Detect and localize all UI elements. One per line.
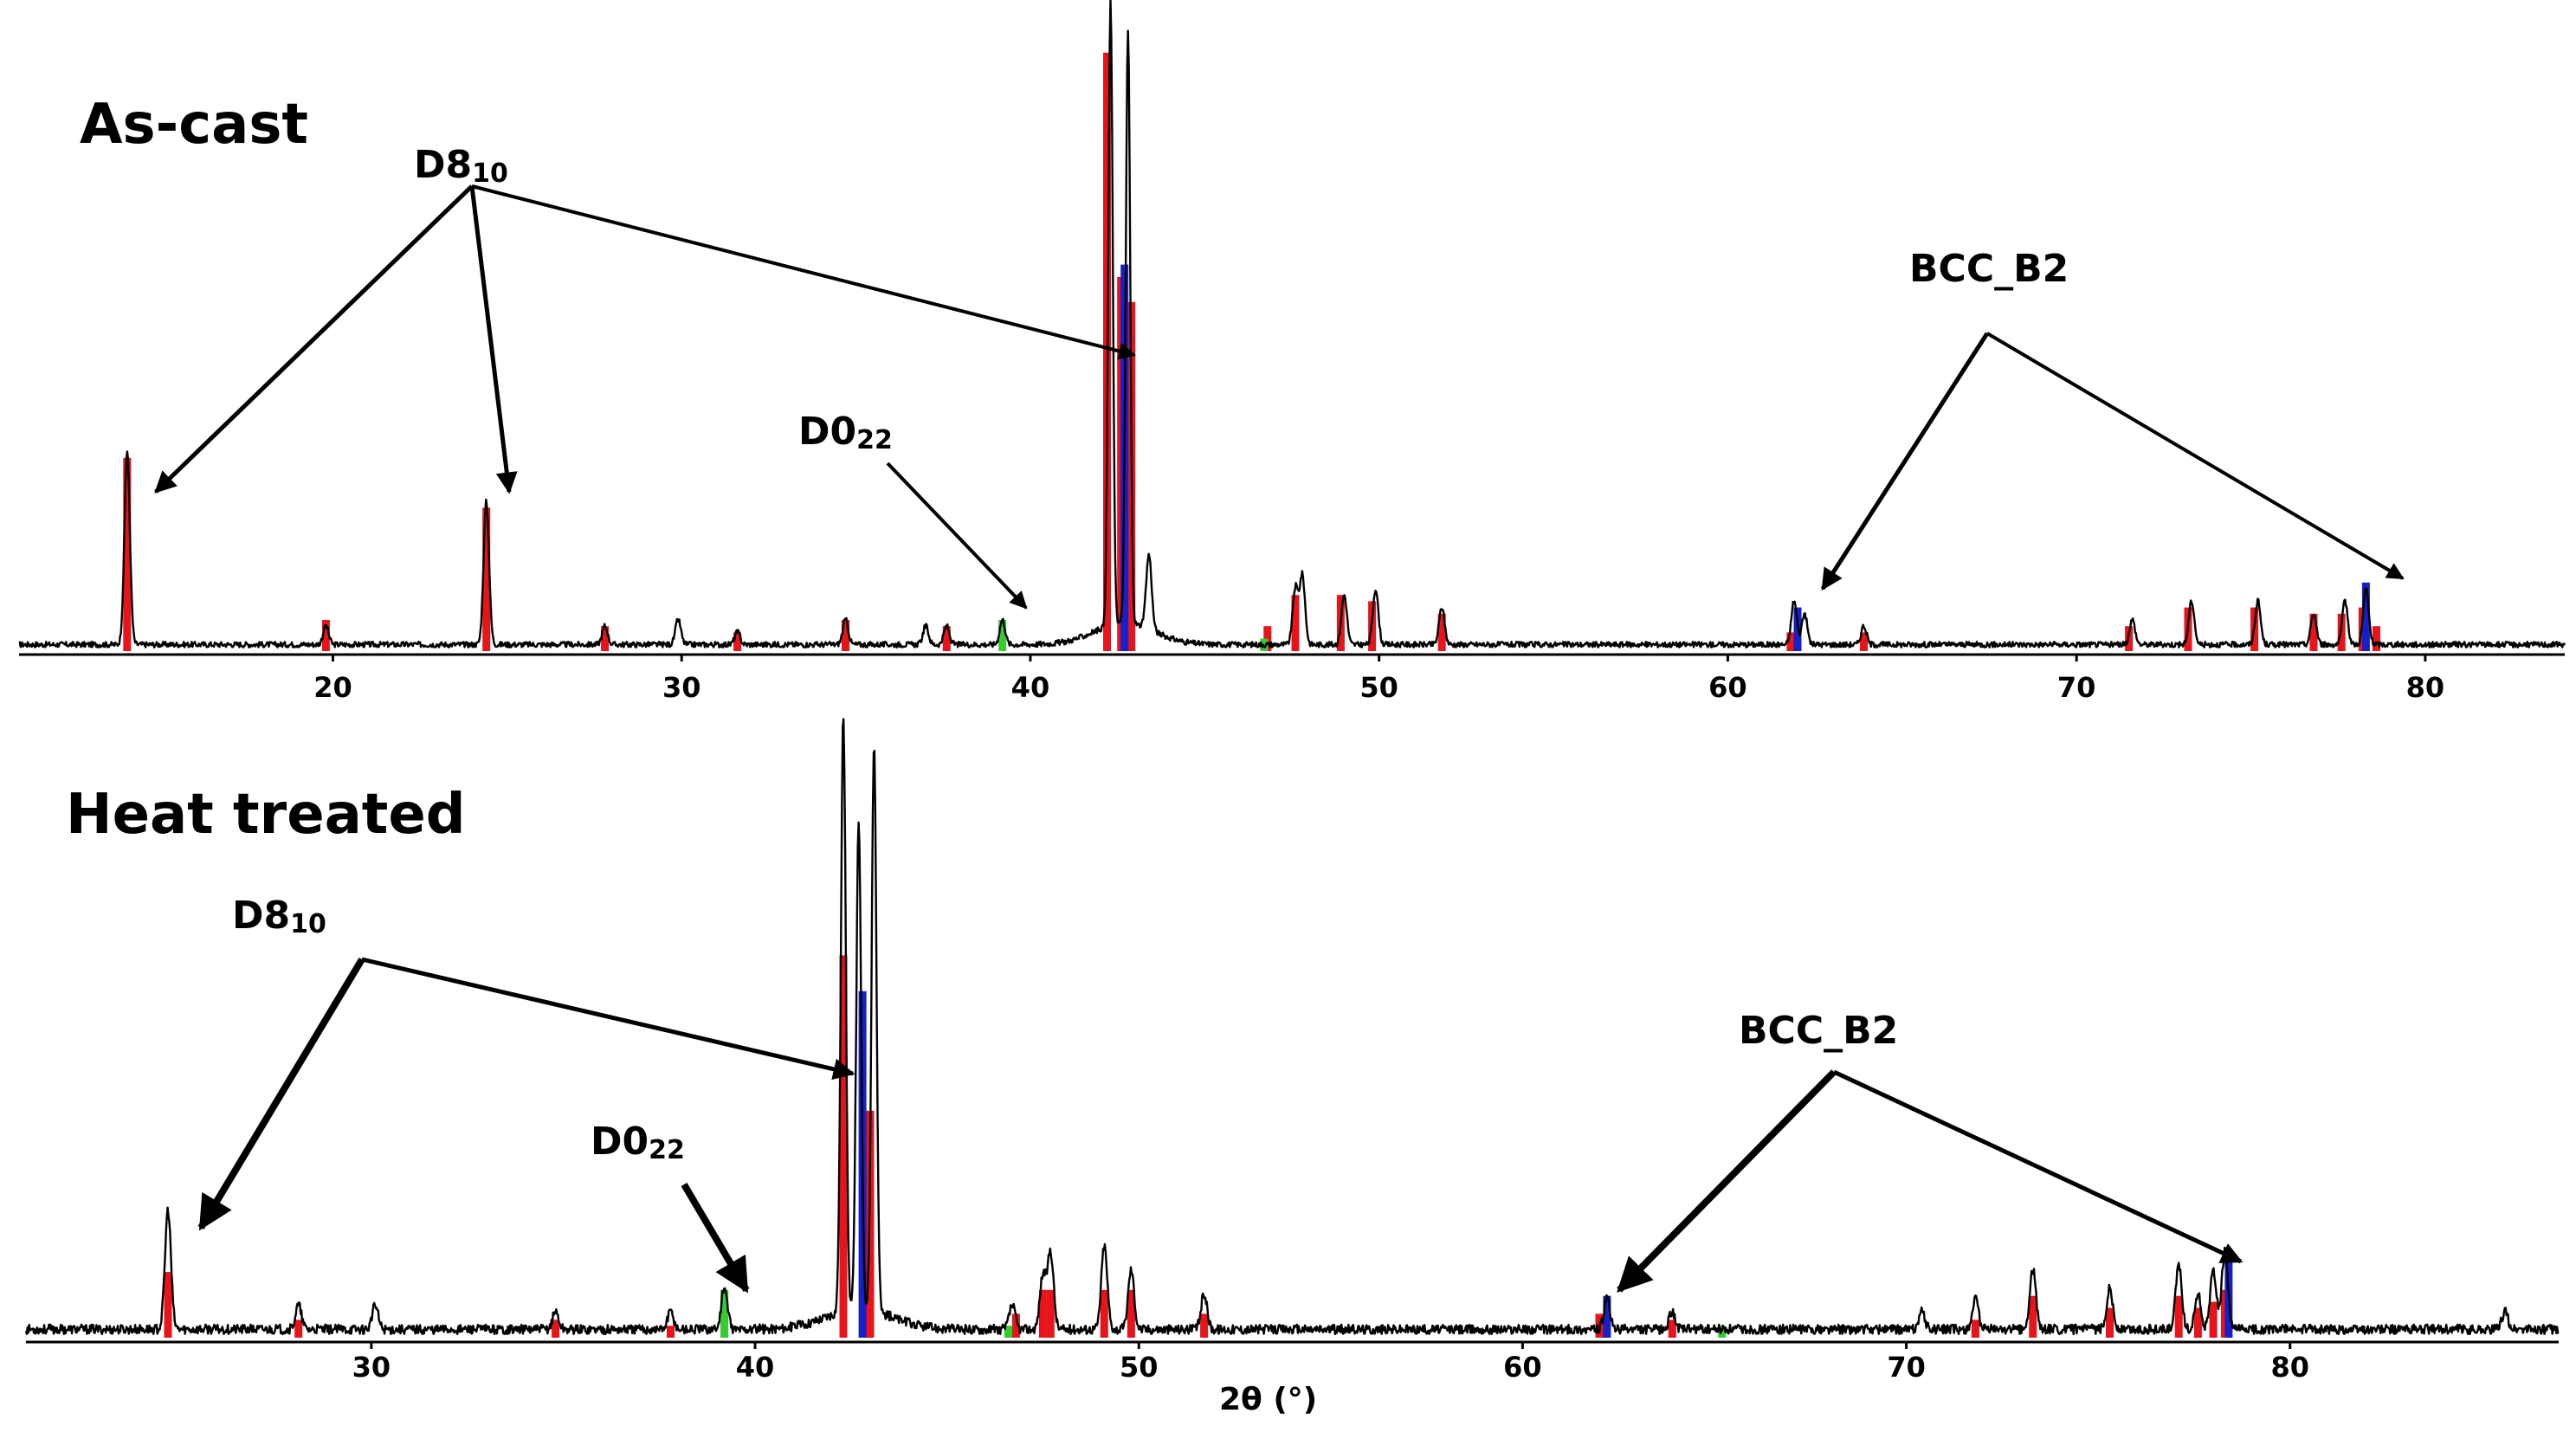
stick-d810 [2174, 1295, 2183, 1338]
stick-d810 [2373, 626, 2380, 651]
annotation-d810-bottom-sub: 10 [290, 909, 326, 939]
arrow-bcc-top-2 [1985, 332, 2405, 580]
x-tick-label: 30 [352, 1351, 391, 1384]
stick-d810 [164, 1272, 172, 1338]
stick-d810 [1291, 595, 1300, 651]
stick-d810 [601, 626, 610, 651]
stick-d810 [1011, 1313, 1020, 1338]
panel-heat-treated: 30 40 50 60 70 80 Heat treated D810 D022 BCC_… [24, 718, 2560, 1417]
x-tick-label: 50 [1120, 1351, 1159, 1384]
annotation-bcc-top-label: BCC_B2 [1909, 247, 2069, 291]
panel-as-cast: 20 30 40 50 60 70 80 As-cast D810 D022 BCC_B2 [18, 0, 2566, 704]
x-axis-label: 2θ (°) [1219, 1382, 1317, 1417]
stick-d810 [1668, 1320, 1676, 1338]
stick-d022 [1004, 1326, 1012, 1338]
svg-text:D022: D022 [798, 410, 893, 455]
x-ticks-top: 20 30 40 50 60 70 80 [313, 655, 2444, 704]
x-tick-label: 80 [2406, 671, 2445, 704]
stick-d810 [123, 457, 132, 651]
stick-d810 [2029, 1295, 2037, 1338]
stick-d810 [294, 1320, 303, 1338]
arrow-bcc-top-1 [1820, 332, 1990, 591]
annotation-d022-top: D022 [798, 410, 1028, 610]
arrow-d810-bottom-2 [361, 957, 855, 1081]
stick-d810 [1786, 632, 1795, 651]
x-tick-label: 80 [2271, 1351, 2310, 1384]
stick-d810 [1437, 613, 1446, 651]
x-ticks-bottom: 30 40 50 60 70 80 [352, 1342, 2309, 1384]
stick-d810 [1127, 1289, 1135, 1338]
stick-d810 [482, 507, 491, 651]
stick-d810 [1860, 632, 1868, 651]
stick-d022 [998, 620, 1007, 651]
stick-d810 [842, 620, 849, 651]
arrow-d810-top-3 [471, 184, 1136, 360]
x-tick-label: 40 [736, 1351, 775, 1384]
x-tick-label: 60 [1708, 671, 1747, 704]
svg-text:D810: D810 [414, 143, 508, 189]
stick-d810 [942, 626, 951, 651]
annotation-d810-top-sub: 10 [472, 158, 508, 189]
x-tick-label: 60 [1503, 1351, 1542, 1384]
annotation-bcc-bottom: BCC_B2 [1617, 1009, 2244, 1293]
stick-d810 [552, 1320, 560, 1338]
annotation-d022-bottom-main: D0 [591, 1120, 649, 1164]
arrow-d022-top [886, 461, 1028, 610]
x-tick-label: 70 [2057, 671, 2096, 704]
annotation-d022-bottom: D022 [591, 1120, 750, 1294]
stick-d810 [1046, 1289, 1055, 1338]
annotation-d022-bottom-sub: 22 [649, 1135, 685, 1165]
arrow-bcc-bottom-2 [1832, 1069, 2244, 1264]
stick-d810 [2106, 1307, 2114, 1338]
stick-bcc-b2 [1603, 1295, 1611, 1338]
annotation-d022-top-sub: 22 [856, 425, 893, 455]
arrow-d810-top-1 [154, 184, 474, 494]
x-tick-label: 70 [1887, 1351, 1926, 1384]
stick-d810 [1100, 1289, 1108, 1338]
xrd-trace-as-cast [18, 0, 2566, 649]
stick-d022 [720, 1289, 729, 1338]
sticks-bottom [164, 955, 2233, 1338]
stick-d810 [1038, 1289, 1047, 1338]
arrow-d810-top-2 [469, 185, 518, 494]
stick-d810 [1971, 1320, 1979, 1338]
x-tick-label: 50 [1359, 671, 1398, 704]
annotation-d810-bottom-main: D8 [232, 894, 290, 938]
stick-d810 [1200, 1313, 1209, 1338]
arrow-bcc-bottom-1 [1617, 1069, 1837, 1293]
svg-text:D022: D022 [591, 1120, 685, 1165]
xrd-trace-heat-treated [24, 718, 2560, 1336]
stick-d810 [733, 632, 742, 651]
stick-d810 [2209, 1301, 2218, 1338]
x-tick-label: 30 [662, 671, 701, 704]
panel-title-as-cast: As-cast [80, 93, 308, 157]
x-tick-label: 20 [313, 671, 352, 704]
arrow-d022-bottom [681, 1182, 750, 1294]
stick-bcc-b2 [2361, 582, 2370, 651]
annotation-bcc-top: BCC_B2 [1820, 247, 2405, 591]
x-tick-label: 40 [1011, 671, 1050, 704]
svg-text:D810: D810 [232, 894, 326, 939]
stick-d810 [667, 1326, 675, 1338]
annotation-d810-bottom: D810 [197, 894, 855, 1231]
stick-d810 [2193, 1307, 2202, 1338]
arrow-d810-bottom-1 [197, 957, 365, 1231]
annotation-d810-top: D810 [154, 143, 1136, 494]
stick-d810 [839, 955, 848, 1338]
annotation-d022-top-main: D0 [798, 410, 856, 454]
stick-d810 [321, 620, 330, 651]
annotation-bcc-bottom-label: BCC_B2 [1739, 1009, 1898, 1053]
panel-title-heat-treated: Heat treated [66, 783, 466, 847]
annotation-d810-top-main: D8 [414, 143, 472, 187]
stick-d810 [2309, 613, 2318, 651]
